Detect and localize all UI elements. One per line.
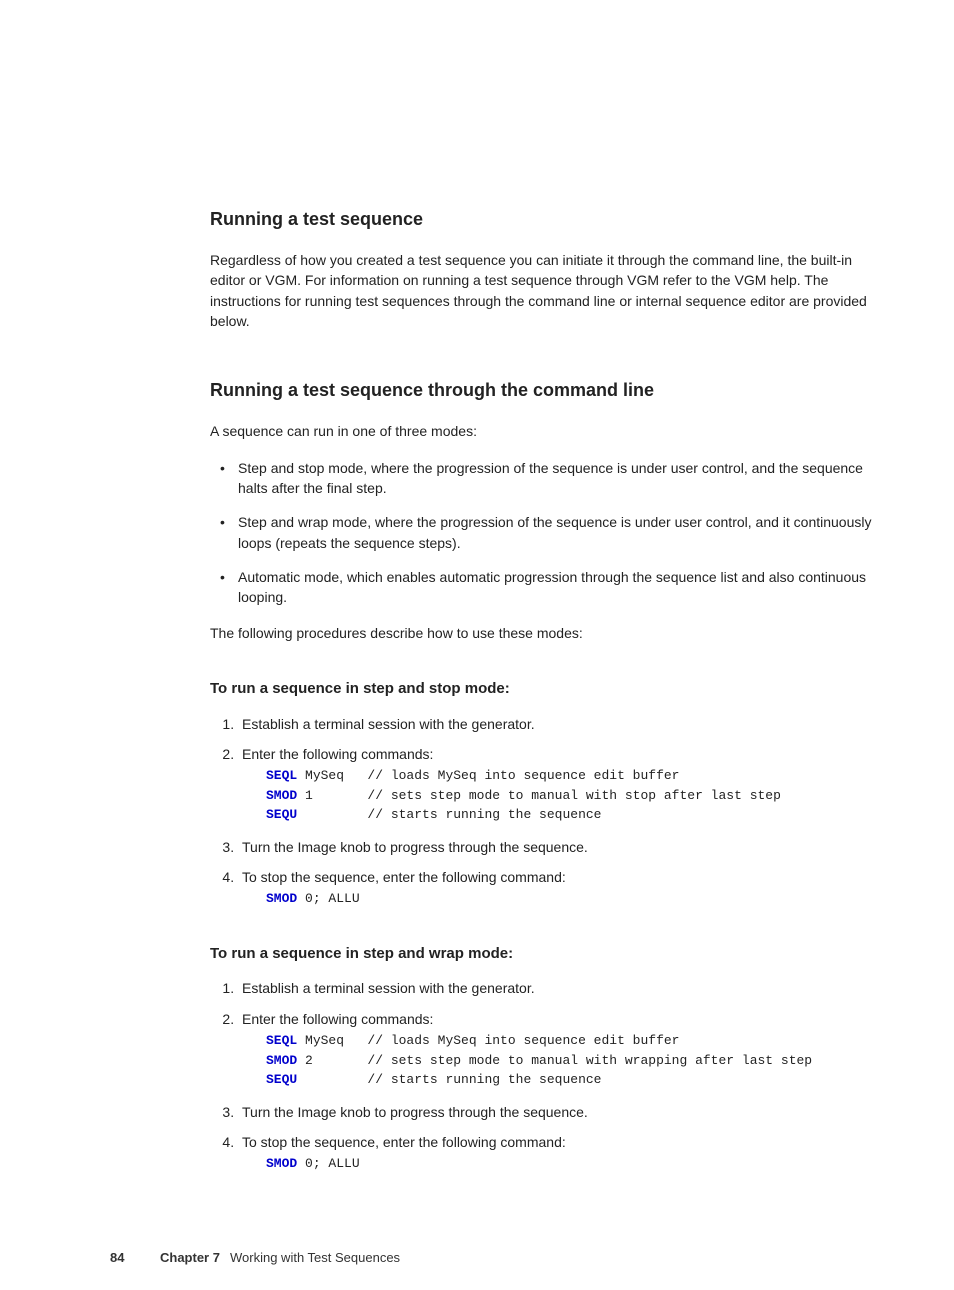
list-item: Step and wrap mode, where the progressio… (210, 512, 884, 553)
footer-title: Working with Test Sequences (230, 1250, 400, 1265)
modes-intro: A sequence can run in one of three modes… (210, 421, 884, 441)
procedure-2-title: To run a sequence in step and wrap mode: (210, 943, 884, 965)
list-item: Enter the following commands: SEQL MySeq… (238, 1009, 884, 1090)
code-rest: MySeq // loads MySeq into sequence edit … (297, 1033, 679, 1048)
code-block-1-stop: SMOD 0; ALLU (266, 889, 884, 909)
list-item: Enter the following commands: SEQL MySeq… (238, 744, 884, 825)
document-page: Running a test sequence Regardless of ho… (0, 0, 954, 1250)
code-keyword: SMOD (266, 891, 297, 906)
code-rest: 1 // sets step mode to manual with stop … (297, 788, 781, 803)
code-rest: 0; ALLU (297, 891, 359, 906)
code-block-1: SEQL MySeq // loads MySeq into sequence … (266, 766, 884, 825)
list-item: Turn the Image knob to progress through … (238, 1102, 884, 1122)
list-item: Step and stop mode, where the progressio… (210, 458, 884, 499)
modes-bullet-list: Step and stop mode, where the progressio… (210, 458, 884, 608)
code-keyword: SEQU (266, 807, 297, 822)
code-keyword: SEQL (266, 768, 297, 783)
code-rest: MySeq // loads MySeq into sequence edit … (297, 768, 679, 783)
list-item: To stop the sequence, enter the followin… (238, 867, 884, 909)
modes-outro: The following procedures describe how to… (210, 623, 884, 643)
code-keyword: SEQL (266, 1033, 297, 1048)
step-text: Enter the following commands: (242, 1011, 433, 1027)
code-block-2: SEQL MySeq // loads MySeq into sequence … (266, 1031, 884, 1090)
code-block-2-stop: SMOD 0; ALLU (266, 1154, 884, 1174)
code-keyword: SMOD (266, 1053, 297, 1068)
footer-chapter: Chapter 7 (160, 1250, 220, 1265)
code-keyword: SMOD (266, 788, 297, 803)
list-item: Establish a terminal session with the ge… (238, 978, 884, 998)
step-text: To stop the sequence, enter the followin… (242, 869, 566, 885)
list-item: To stop the sequence, enter the followin… (238, 1132, 884, 1174)
procedure-1-steps: Establish a terminal session with the ge… (210, 714, 884, 909)
procedure-1-title: To run a sequence in step and stop mode: (210, 678, 884, 700)
code-keyword: SEQU (266, 1072, 297, 1087)
list-item: Turn the Image knob to progress through … (238, 837, 884, 857)
list-item: Automatic mode, which enables automatic … (210, 567, 884, 608)
footer-page-number: 84 (110, 1250, 124, 1265)
step-text: Enter the following commands: (242, 746, 433, 762)
code-keyword: SMOD (266, 1156, 297, 1171)
intro-paragraph: Regardless of how you created a test seq… (210, 250, 884, 331)
code-rest: 2 // sets step mode to manual with wrapp… (297, 1053, 812, 1068)
section-heading-command-line: Running a test sequence through the comm… (210, 377, 884, 403)
step-text: To stop the sequence, enter the followin… (242, 1134, 566, 1150)
list-item: Establish a terminal session with the ge… (238, 714, 884, 734)
procedure-2-steps: Establish a terminal session with the ge… (210, 978, 884, 1173)
code-rest: // starts running the sequence (297, 1072, 601, 1087)
section-heading-running-sequence: Running a test sequence (210, 206, 884, 232)
code-rest: 0; ALLU (297, 1156, 359, 1171)
code-rest: // starts running the sequence (297, 807, 601, 822)
